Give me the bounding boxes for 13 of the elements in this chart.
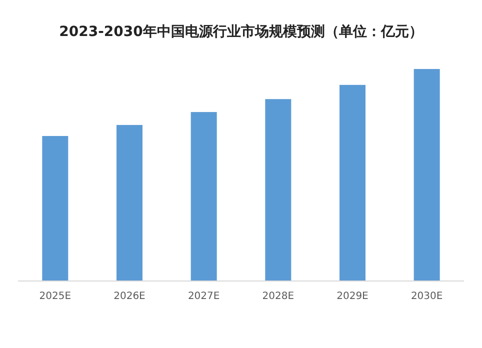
chart-title: 2023-2030年中国电源行业市场规模预测（单位：亿元） (59, 23, 423, 40)
x-tick-label: 2029E (336, 291, 368, 302)
x-tick-label: 2025E (39, 291, 72, 302)
x-tick-label: 2030E (410, 291, 443, 302)
bar (340, 84, 366, 281)
bar (116, 124, 142, 281)
bar (265, 99, 292, 281)
x-tick-label: 2028E (262, 291, 294, 302)
bar (42, 136, 68, 281)
x-tick-label: 2027E (188, 291, 220, 302)
bar (414, 69, 440, 281)
bar (190, 112, 217, 281)
x-tick-label: 2026E (114, 291, 146, 302)
